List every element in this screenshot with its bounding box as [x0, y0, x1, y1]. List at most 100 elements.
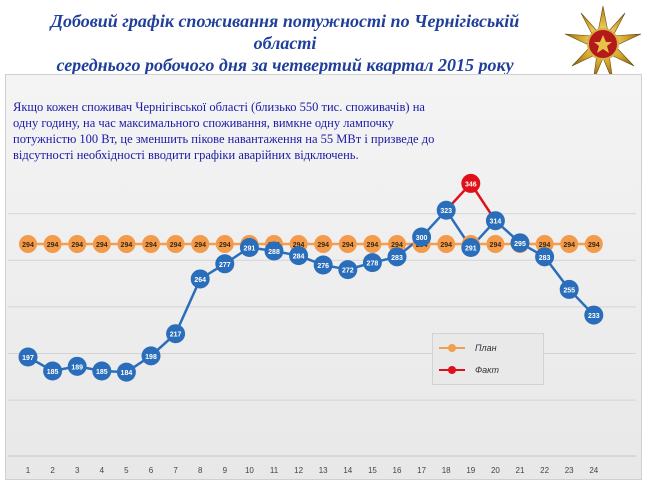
fact-point — [338, 260, 358, 280]
x-tick-label: 21 — [516, 466, 525, 475]
fact-point — [116, 362, 136, 382]
fact-point-label: 276 — [317, 263, 329, 270]
fact-peak-point — [461, 173, 481, 193]
fact-point — [289, 246, 309, 266]
plan-point — [437, 235, 456, 253]
plan-point-label: 294 — [342, 242, 354, 249]
x-tick-label: 12 — [294, 466, 303, 475]
plan-point-label: 294 — [293, 242, 305, 249]
fact-point — [461, 237, 481, 257]
plan-point-label: 294 — [539, 242, 551, 249]
fact-point — [190, 269, 210, 289]
plan-point — [92, 235, 111, 253]
fact-point — [584, 305, 604, 325]
x-tick-label: 1 — [26, 466, 31, 475]
legend: План Факт — [432, 333, 544, 385]
fact-point-label: 300 — [416, 235, 428, 242]
fact-point-label: 323 — [440, 208, 452, 215]
plan-point — [215, 235, 234, 253]
plan-point-label: 294 — [22, 242, 34, 249]
fact-point — [215, 254, 235, 274]
title-line-2: середнього робочого дня за четвертий ква… — [56, 55, 514, 75]
legend-fact-label: Факт — [475, 365, 500, 375]
fact-point-label: 184 — [121, 370, 133, 377]
emblem-star-icon — [564, 5, 642, 83]
plan-point-label: 294 — [71, 242, 83, 249]
x-tick-label: 20 — [491, 466, 500, 475]
fact-point — [436, 200, 456, 220]
legend-fact-swatch — [439, 366, 465, 374]
fact-point-label: 314 — [490, 219, 502, 226]
plan-point-label: 294 — [47, 242, 59, 249]
fact-point — [535, 247, 555, 267]
plan-point-label: 294 — [588, 242, 600, 249]
x-tick-label: 6 — [149, 466, 154, 475]
plan-point — [19, 235, 37, 253]
plan-point — [338, 235, 357, 253]
fact-point-label: 291 — [244, 245, 256, 252]
plan-point-label: 294 — [219, 242, 231, 249]
fact-point — [510, 233, 530, 253]
x-tick-label: 16 — [393, 466, 402, 475]
fact-point — [387, 247, 407, 267]
fact-point — [485, 211, 505, 231]
plan-point-label: 294 — [563, 242, 575, 249]
fact-point — [18, 347, 38, 367]
fact-point — [166, 324, 186, 344]
plan-point — [68, 235, 87, 253]
fact-point-label: 284 — [293, 254, 305, 261]
plan-point-label: 294 — [367, 242, 379, 249]
fact-point — [239, 237, 259, 257]
plan-point — [486, 235, 505, 253]
x-tick-label: 5 — [124, 466, 129, 475]
fact-point-label: 264 — [194, 277, 206, 284]
plot-area — [5, 74, 642, 480]
info-note: Якщо кожен споживач Чернігівської област… — [13, 100, 435, 162]
plan-point — [560, 235, 579, 253]
x-tick-label: 4 — [100, 466, 105, 475]
fact-point-label: 255 — [563, 287, 575, 294]
fact-point-label: 198 — [145, 354, 157, 361]
x-tick-label: 17 — [417, 466, 426, 475]
plan-point — [191, 235, 210, 253]
fact-point-label: 189 — [71, 364, 83, 371]
fact-point-label: 233 — [588, 313, 600, 320]
fact-peak-label: 346 — [465, 181, 477, 188]
plan-point — [117, 235, 136, 253]
plan-point-label: 294 — [194, 242, 206, 249]
legend-plan-swatch — [439, 344, 465, 352]
legend-item-plan: План — [439, 341, 497, 355]
fact-point — [264, 241, 284, 261]
plan-point-label: 294 — [121, 242, 133, 249]
fact-point — [43, 361, 63, 381]
fact-point — [313, 255, 333, 275]
x-tick-label: 2 — [50, 466, 55, 475]
plan-point — [584, 235, 603, 253]
fact-point-label: 185 — [47, 369, 59, 376]
fact-point-label: 197 — [22, 355, 34, 362]
title-line-1: Добовий графік споживання потужності по … — [50, 11, 520, 53]
fact-point-label: 283 — [391, 255, 403, 262]
x-tick-label: 9 — [223, 466, 228, 475]
fact-point — [141, 346, 161, 366]
fact-point — [67, 356, 87, 376]
x-tick-label: 14 — [343, 466, 352, 475]
fact-point-label: 185 — [96, 369, 108, 376]
chart-title: Добовий графік споживання потужності по … — [20, 10, 550, 76]
fact-point — [412, 227, 432, 247]
x-tick-label: 3 — [75, 466, 80, 475]
x-tick-label: 13 — [319, 466, 328, 475]
plan-point-label: 294 — [170, 242, 182, 249]
x-tick-label: 7 — [173, 466, 178, 475]
fact-point-label: 283 — [539, 255, 551, 262]
plan-point-label: 294 — [317, 242, 329, 249]
x-tick-label: 15 — [368, 466, 377, 475]
fact-point — [362, 253, 382, 273]
fact-point-label: 272 — [342, 268, 354, 275]
x-tick-label: 23 — [565, 466, 574, 475]
plan-point — [43, 235, 62, 253]
x-tick-label: 11 — [270, 466, 279, 475]
plan-point-label: 294 — [440, 242, 452, 249]
plan-point — [314, 235, 333, 253]
